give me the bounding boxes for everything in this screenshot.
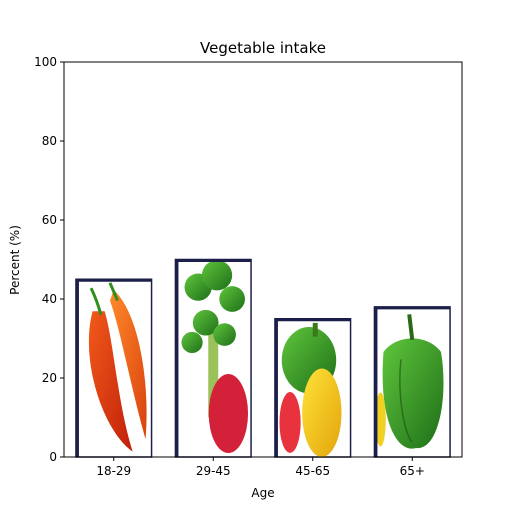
x-axis-label: Age xyxy=(251,486,274,500)
y-tick-label: 20 xyxy=(42,371,57,385)
y-tick-label: 0 xyxy=(49,450,57,464)
y-tick-label: 80 xyxy=(42,134,57,148)
y-axis: 0 20 40 60 80 100 xyxy=(34,55,64,464)
chart-title: Vegetable intake xyxy=(200,39,326,57)
plot-frame xyxy=(63,61,463,458)
bars xyxy=(75,258,451,458)
bar-18-29-picture xyxy=(88,282,147,452)
x-axis: 18-29 29-45 45-65 65+ xyxy=(96,457,425,478)
x-tick-label: 65+ xyxy=(400,464,425,478)
y-tick-label: 60 xyxy=(42,213,57,227)
y-axis-label: Percent (%) xyxy=(8,225,22,295)
bar-45-65 xyxy=(274,318,352,458)
bar-29-45 xyxy=(174,258,252,458)
x-tick-label: 29-45 xyxy=(196,464,231,478)
bar-65+-picture xyxy=(375,314,444,449)
bar-29-45-picture xyxy=(181,260,249,454)
bar-18-29 xyxy=(75,278,153,458)
y-tick-label: 40 xyxy=(42,292,57,306)
bar-65+ xyxy=(373,306,451,458)
y-tick-label: 100 xyxy=(34,55,57,69)
bar-45-65-picture xyxy=(279,322,342,457)
x-tick-label: 45-65 xyxy=(295,464,330,478)
x-tick-label: 18-29 xyxy=(96,464,131,478)
